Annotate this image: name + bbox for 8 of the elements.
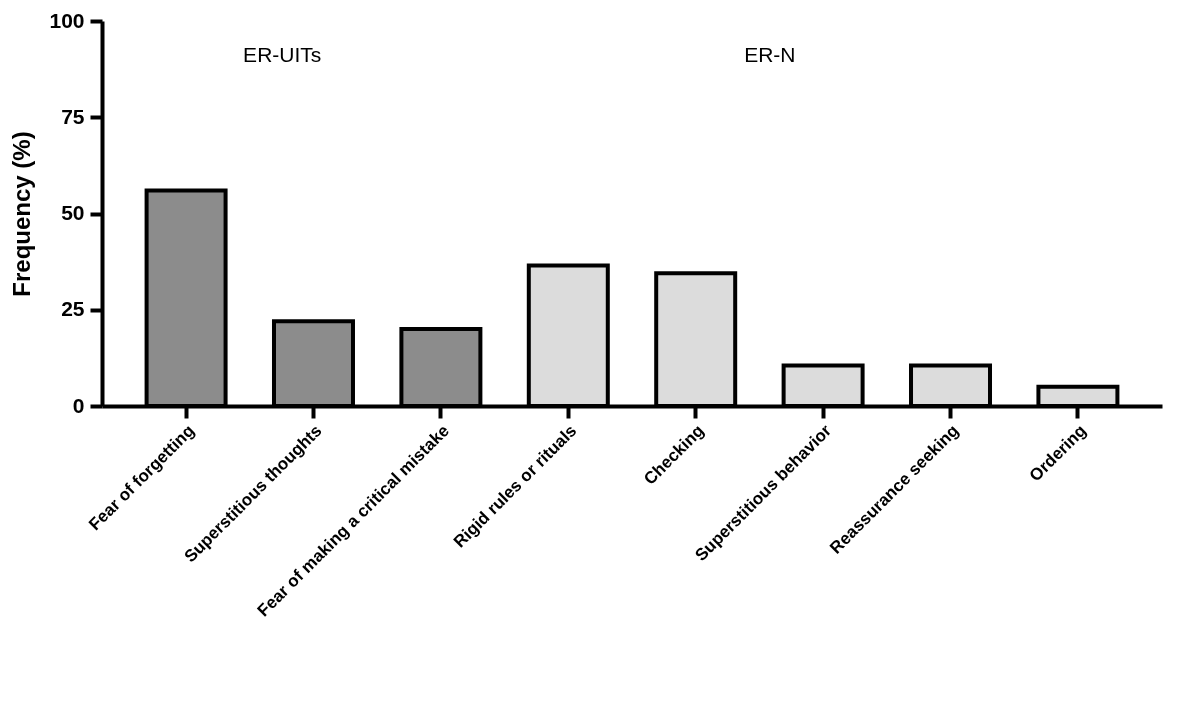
y-tick-label: 50 — [61, 201, 85, 224]
annotation: ER-N — [744, 43, 796, 66]
y-tick-label: 0 — [72, 393, 85, 417]
y-axis-title: Frequency (%) — [8, 131, 36, 297]
y-tick-label: 100 — [49, 8, 85, 32]
annotation: ER-UITs — [243, 43, 322, 66]
y-tick-label: 75 — [61, 104, 85, 128]
y-tick-label: 25 — [61, 297, 85, 321]
